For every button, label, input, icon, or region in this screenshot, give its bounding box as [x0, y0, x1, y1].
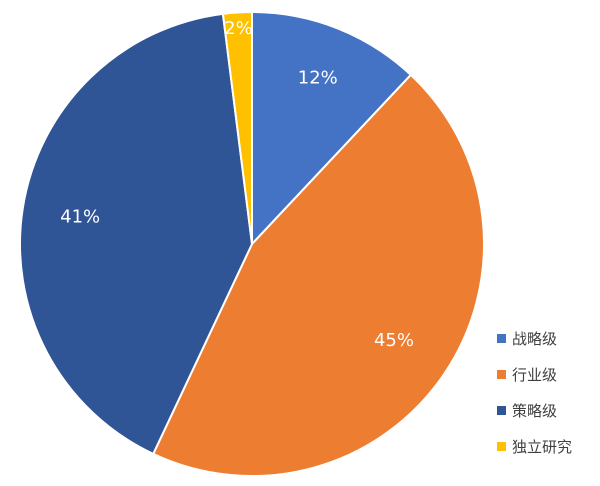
pie-slice-label-3: 2%	[224, 18, 253, 39]
legend-swatch-1	[497, 369, 506, 379]
legend-label-2: 策略级	[512, 401, 558, 420]
pie-slice-3	[221, 10, 253, 245]
pie-slice-1	[151, 73, 486, 477]
legend-label-1: 行业级	[512, 365, 558, 384]
legend-swatch-3	[497, 441, 506, 451]
pie-slice-label-1: 45%	[374, 330, 414, 351]
pie-slice-0	[251, 10, 413, 247]
legend-swatch-2	[497, 405, 506, 415]
legend-item-2: 策略级	[497, 392, 597, 428]
legend-item-0: 战略级	[497, 320, 597, 356]
pie-slice-label-2: 41%	[60, 206, 100, 227]
pie-slice-label-0: 12%	[298, 67, 338, 88]
pie-slice-2	[19, 12, 254, 456]
legend-label-0: 战略级	[512, 329, 558, 348]
legend-label-3: 独立研究	[512, 437, 573, 456]
legend-item-1: 行业级	[497, 356, 597, 392]
legend-item-3: 独立研究	[497, 428, 597, 464]
legend: 战略级 行业级 策略级 独立研究	[497, 320, 597, 464]
legend-swatch-0	[497, 333, 506, 343]
